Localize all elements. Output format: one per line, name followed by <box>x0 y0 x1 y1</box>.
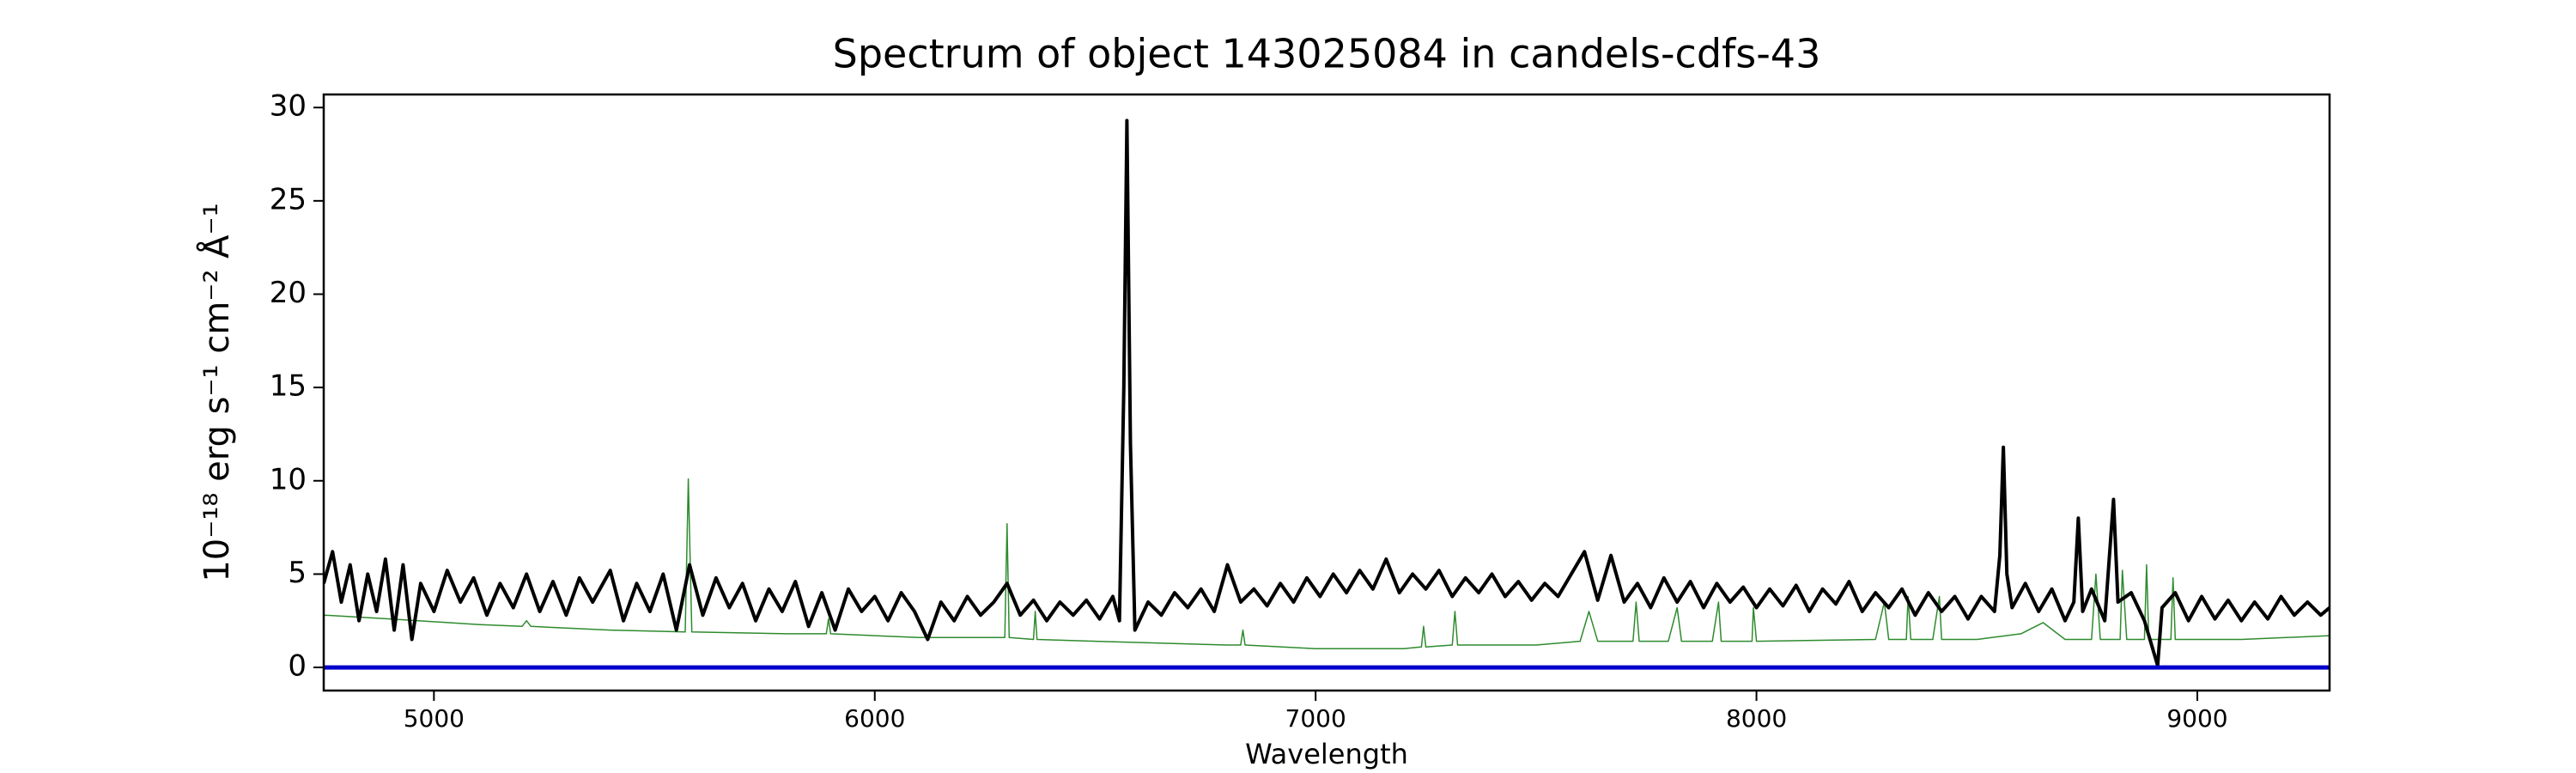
x-tick-label: 7000 <box>1285 704 1346 733</box>
x-tick-label: 6000 <box>844 704 905 733</box>
y-tick-label: 0 <box>288 649 307 684</box>
y-tick-label: 20 <box>270 276 307 310</box>
y-tick-label: 30 <box>270 89 307 124</box>
chart-title: Spectrum of object 143025084 in candels-… <box>833 31 1821 77</box>
y-tick-label: 10 <box>270 462 307 496</box>
y-tick-label: 25 <box>270 182 307 216</box>
y-axis-label: 10⁻¹⁸ erg s⁻¹ cm⁻² Å⁻¹ <box>196 203 237 581</box>
x-tick-label: 5000 <box>404 704 465 733</box>
x-tick-label: 8000 <box>1726 704 1787 733</box>
plot-frame <box>322 93 2331 692</box>
y-tick-label: 5 <box>288 556 307 590</box>
x-axis-label: Wavelength <box>1245 738 1408 770</box>
series-line <box>324 478 2330 650</box>
y-tick-label: 15 <box>270 369 307 404</box>
series-line <box>324 119 2330 667</box>
x-tick-label: 9000 <box>2166 704 2227 733</box>
